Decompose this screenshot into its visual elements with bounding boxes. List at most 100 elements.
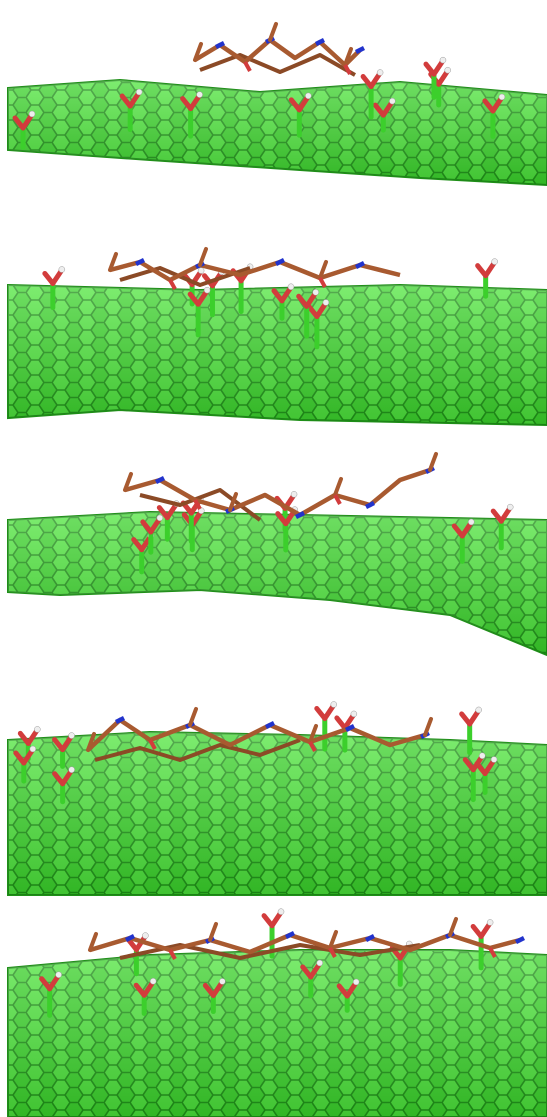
side-chain	[88, 932, 98, 952]
oxygen-bond	[243, 61, 252, 72]
panel	[7, 701, 547, 896]
nitrogen-bond	[354, 45, 366, 55]
stick-arm	[127, 91, 141, 109]
side-chain	[333, 477, 343, 497]
nitrogen-bond	[364, 933, 376, 943]
panel	[7, 22, 547, 187]
oxygen-bond	[318, 277, 327, 288]
stick-arm	[322, 704, 336, 722]
peptide-chain	[199, 53, 356, 77]
stick-arm	[283, 509, 297, 527]
side-chain	[208, 922, 218, 942]
side-chain	[318, 260, 328, 280]
peptide-chain	[124, 467, 431, 518]
peptide-chain	[94, 738, 301, 762]
side-chain	[343, 47, 353, 67]
oxygen-bond	[168, 279, 177, 290]
stick-arm	[478, 921, 492, 939]
stick-arm	[436, 69, 450, 87]
side-chain	[268, 22, 278, 42]
nitrogen-bond	[154, 475, 166, 485]
stick-arm	[148, 517, 162, 535]
peptide-chain	[86, 717, 426, 752]
hydrogen	[439, 56, 447, 64]
hydrogen	[135, 88, 143, 96]
hydrogen	[490, 756, 498, 763]
stick-arm	[308, 962, 322, 980]
side-chain	[423, 717, 433, 737]
stick-arm	[344, 981, 358, 999]
stick-arm	[368, 72, 382, 90]
nitrogen-bond	[274, 257, 286, 267]
side-chain	[188, 707, 198, 727]
hydrogen	[68, 766, 75, 773]
hydrogen	[506, 503, 514, 511]
nitrogen-bond	[134, 257, 146, 267]
hydrogen	[203, 286, 211, 294]
nitrogen-bond	[354, 260, 366, 270]
side-chain	[228, 492, 238, 512]
oxygen-bond	[308, 741, 317, 752]
sheet-shading	[8, 80, 547, 185]
nitrogen-bond	[344, 723, 356, 733]
panel	[7, 452, 547, 657]
nitrogen-bond	[294, 510, 306, 520]
sheet-shading	[8, 285, 547, 425]
stick-arm	[467, 709, 481, 727]
sheet-shading	[8, 732, 547, 895]
side-chain	[123, 472, 133, 492]
hydrogen	[376, 69, 384, 76]
stick-arm	[304, 291, 318, 309]
stick-arm	[279, 286, 293, 304]
peptide-chain	[193, 37, 362, 68]
hydrogen	[277, 908, 285, 915]
hydrogen	[68, 732, 75, 739]
hydrogen	[486, 919, 494, 926]
side-chain	[328, 930, 338, 950]
hydrogen	[316, 959, 323, 967]
nitrogen-bond	[364, 500, 376, 510]
stick-arm	[60, 735, 74, 753]
side-chain	[308, 724, 318, 744]
side-chain	[428, 452, 438, 472]
nitrogen-bond	[214, 40, 226, 50]
stick-arm	[296, 95, 310, 113]
stick-arm	[25, 728, 39, 746]
hydrogen	[29, 745, 37, 753]
stick-arm	[164, 503, 178, 521]
stick-arm	[498, 506, 512, 524]
hydrogen	[444, 66, 451, 74]
nitrogen-bond	[264, 720, 276, 730]
side-chain	[86, 732, 96, 752]
hydrogen	[322, 299, 330, 306]
stick-arm	[195, 289, 209, 307]
oxygen-bond	[168, 949, 177, 960]
hydrogen	[197, 267, 205, 274]
side-chain	[193, 42, 203, 62]
hydrogen	[389, 97, 396, 105]
hydrogen	[312, 289, 319, 296]
stick-arm	[21, 748, 35, 766]
oxygen-bond	[148, 739, 157, 750]
stick-arm	[20, 113, 34, 131]
stick-arm	[60, 769, 74, 787]
stick-arm	[482, 759, 496, 777]
hydrogen	[498, 93, 506, 101]
peptide-chain	[109, 259, 401, 283]
nitrogen-bond	[114, 715, 126, 725]
sheet-shading	[8, 950, 547, 1117]
oxygen-bond	[343, 64, 352, 75]
stick-arm	[459, 521, 473, 539]
stick-arm	[50, 268, 64, 286]
stick-arm	[314, 301, 328, 319]
hydrogen	[491, 258, 498, 265]
stick-arm	[380, 100, 394, 118]
nitrogen-bond	[284, 930, 296, 940]
oxygen-bond	[328, 947, 337, 958]
stick-arm	[141, 980, 155, 998]
nitrogen-bond	[314, 37, 326, 47]
hydrogen	[156, 514, 164, 522]
hydrogen	[352, 978, 360, 986]
